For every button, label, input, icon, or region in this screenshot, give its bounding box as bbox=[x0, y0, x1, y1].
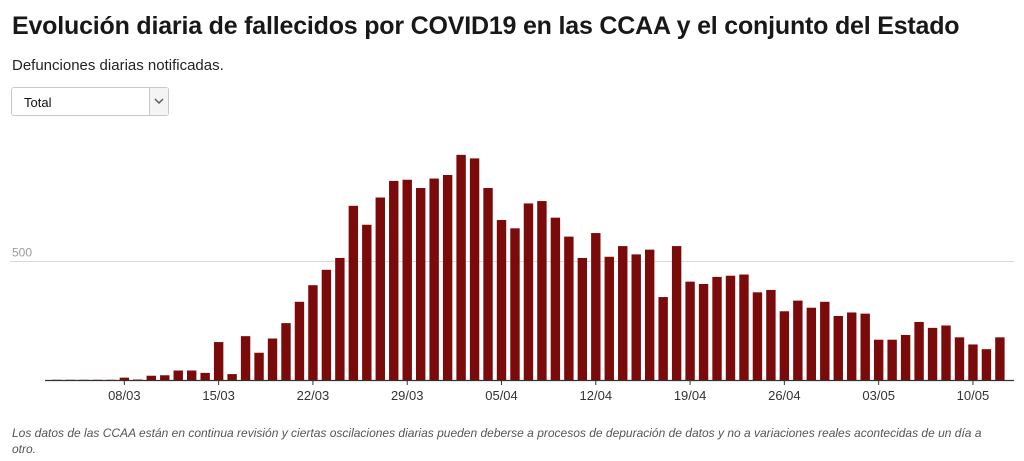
x-tick-label: 19/04 bbox=[674, 388, 707, 403]
bar bbox=[604, 256, 614, 380]
bar bbox=[860, 313, 870, 380]
bar bbox=[254, 352, 264, 380]
bar bbox=[550, 217, 561, 380]
bar bbox=[119, 377, 130, 380]
bar bbox=[739, 274, 749, 380]
region-select-toggle[interactable] bbox=[149, 88, 168, 115]
bar bbox=[725, 275, 736, 380]
bar bbox=[496, 220, 507, 380]
bar bbox=[537, 201, 547, 380]
bar bbox=[833, 316, 843, 380]
bar bbox=[173, 370, 183, 380]
bar bbox=[644, 249, 655, 380]
bar bbox=[752, 292, 763, 380]
bar bbox=[321, 269, 332, 380]
bar bbox=[456, 154, 466, 380]
bar bbox=[631, 254, 641, 380]
bar bbox=[671, 246, 682, 380]
bar bbox=[698, 284, 709, 380]
bar bbox=[900, 334, 911, 380]
x-tick-label: 12/04 bbox=[580, 388, 613, 403]
bar bbox=[267, 338, 278, 380]
bar bbox=[375, 197, 385, 380]
bar bbox=[685, 281, 695, 380]
x-tick-label: 15/03 bbox=[202, 388, 235, 403]
x-tick-label: 26/04 bbox=[768, 388, 801, 403]
region-select-value: Total bbox=[24, 95, 52, 110]
bar bbox=[213, 342, 224, 380]
bar bbox=[873, 339, 884, 380]
bar bbox=[281, 323, 291, 380]
bar bbox=[591, 233, 601, 380]
chart-title: Evolución diaria de fallecidos por COVID… bbox=[12, 12, 960, 40]
bar bbox=[402, 179, 412, 380]
bar bbox=[577, 257, 588, 380]
bar bbox=[887, 339, 897, 380]
bar bbox=[564, 236, 574, 380]
x-tick-label: 10/05 bbox=[957, 388, 990, 403]
chevron-down-icon bbox=[154, 98, 164, 104]
bar bbox=[914, 321, 924, 380]
bar bbox=[658, 297, 668, 380]
bar bbox=[415, 188, 426, 380]
bar bbox=[469, 158, 480, 380]
x-tick-label: 05/04 bbox=[485, 388, 518, 403]
bar bbox=[160, 375, 170, 380]
bar bbox=[820, 301, 830, 380]
x-tick-label: 22/03 bbox=[297, 388, 330, 403]
x-tick-label: 03/05 bbox=[862, 388, 895, 403]
bar bbox=[187, 370, 197, 380]
region-select[interactable]: Total bbox=[11, 87, 169, 116]
bar bbox=[793, 300, 803, 380]
bar bbox=[429, 178, 439, 380]
bar bbox=[308, 285, 318, 380]
bar bbox=[927, 327, 938, 380]
bar bbox=[200, 372, 210, 380]
bar bbox=[981, 349, 992, 380]
bar bbox=[806, 307, 817, 380]
bar bbox=[618, 246, 628, 380]
bar-chart: 500 08/03 15/03 22/03 29/03 05/04 12/04 19/04 26… bbox=[10, 154, 1014, 403]
bar bbox=[483, 188, 493, 380]
bar bbox=[941, 325, 951, 380]
bar bbox=[389, 180, 399, 380]
bar bbox=[712, 276, 722, 380]
footnote: Los datos de las CCAA están en continua … bbox=[12, 426, 982, 456]
bar bbox=[766, 289, 776, 380]
chart-subtitle: Defunciones diarias notificadas. bbox=[12, 57, 224, 74]
bar bbox=[510, 228, 520, 380]
bar bbox=[847, 312, 857, 380]
bar bbox=[227, 374, 237, 380]
bar bbox=[146, 375, 156, 380]
x-tick-label: 08/03 bbox=[108, 388, 141, 403]
bar bbox=[240, 336, 251, 380]
bar bbox=[442, 175, 453, 380]
bar bbox=[362, 224, 372, 380]
bar bbox=[348, 205, 359, 380]
bar bbox=[294, 301, 305, 380]
x-tick-label: 29/03 bbox=[391, 388, 424, 403]
bar bbox=[335, 257, 345, 380]
bar bbox=[995, 337, 1005, 380]
bar bbox=[779, 311, 790, 380]
bar bbox=[523, 203, 534, 380]
y-tick-label: 500 bbox=[12, 246, 32, 260]
bar bbox=[954, 337, 965, 380]
bar bbox=[968, 344, 978, 380]
